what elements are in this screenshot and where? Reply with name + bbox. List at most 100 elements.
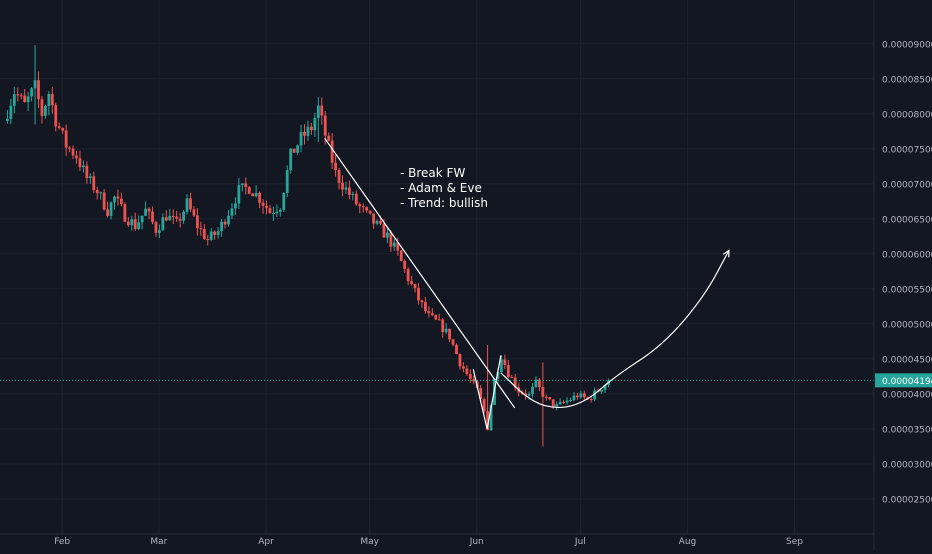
- candle-body: [341, 182, 344, 190]
- candle-body: [406, 268, 410, 282]
- candle-body: [192, 209, 196, 216]
- candle-body: [303, 131, 306, 136]
- candle-body: [258, 192, 261, 203]
- y-tick-label: 0.00006000: [882, 250, 932, 260]
- candle-body: [496, 371, 500, 379]
- candle-body: [99, 192, 103, 194]
- candle-body: [130, 219, 134, 226]
- x-tick-label: Jul: [574, 537, 586, 547]
- candle-body: [234, 203, 237, 209]
- candle-body: [555, 404, 559, 407]
- candle-body: [510, 377, 514, 379]
- candle-body: [296, 145, 299, 153]
- y-tick-label: 0.00004500: [882, 355, 932, 365]
- candle-body: [441, 319, 445, 333]
- candle-body: [285, 170, 289, 193]
- y-tick-label: 0.00008500: [882, 75, 932, 85]
- candle-body: [140, 215, 144, 223]
- candle-body: [382, 223, 386, 238]
- candle-body: [220, 221, 223, 232]
- y-tick-label: 0.00003000: [882, 460, 932, 470]
- candle-body: [348, 187, 351, 195]
- candle-body: [178, 218, 182, 221]
- candle-body: [265, 205, 268, 209]
- candle-body: [330, 140, 334, 163]
- x-tick-label: Aug: [679, 537, 697, 547]
- candle-body: [531, 386, 534, 394]
- y-tick-label: 0.00005500: [882, 285, 932, 295]
- candle-body: [251, 193, 255, 197]
- trendline: [324, 137, 516, 409]
- y-tick-label: 0.00007000: [882, 180, 932, 190]
- candle-body: [506, 365, 510, 378]
- current-price-label: 0.00004194: [882, 377, 932, 387]
- candle-body: [379, 220, 382, 224]
- candle-body: [282, 192, 286, 210]
- candle-body: [123, 204, 127, 222]
- candle-body: [548, 397, 552, 400]
- candle-body: [278, 209, 282, 212]
- candle-body: [468, 374, 472, 379]
- candle-body: [133, 219, 137, 230]
- candle-body: [9, 105, 13, 119]
- annotation: - Break FW- Adam & Eve- Trend: bullish: [400, 166, 488, 210]
- candle-body: [37, 80, 40, 100]
- y-tick-label: 0.00002500: [882, 495, 932, 505]
- candle-body: [562, 401, 565, 403]
- candle-body: [230, 208, 234, 216]
- candle-body: [351, 193, 355, 195]
- candle-body: [479, 388, 483, 400]
- x-tick-label: Feb: [54, 537, 70, 547]
- candle-body: [458, 353, 462, 367]
- eve-curve-arrow: [500, 250, 730, 409]
- candle-body: [275, 211, 279, 214]
- candle-body: [44, 105, 47, 116]
- candle-body: [365, 207, 369, 211]
- candle-body: [47, 93, 51, 106]
- candle-body: [472, 378, 476, 382]
- candle-body: [444, 328, 448, 333]
- x-tick-label: May: [360, 537, 379, 547]
- candle-body: [299, 131, 303, 146]
- candle-body: [144, 208, 147, 216]
- y-tick-label: 0.00003500: [882, 425, 932, 435]
- candle-body: [75, 155, 78, 159]
- candle-body: [448, 328, 451, 340]
- drawings: [324, 137, 730, 430]
- candle-body: [579, 393, 583, 398]
- y-axis[interactable]: 0.00002500 0.00003000 0.00003500 0.00004000…: [873, 0, 932, 550]
- x-tick-label: Apr: [258, 537, 274, 547]
- candle-body: [213, 231, 217, 235]
- candle-body: [310, 126, 313, 131]
- candle-body: [589, 398, 593, 400]
- candle-body: [244, 183, 248, 188]
- candle-body: [26, 96, 30, 103]
- candle-body: [361, 206, 365, 208]
- candle-body: [396, 242, 400, 251]
- x-tick-label: Mar: [150, 537, 167, 547]
- candle-body: [68, 147, 71, 149]
- candle-body: [344, 187, 348, 190]
- candle-body: [106, 209, 109, 216]
- candle-body: [503, 359, 507, 366]
- candle-body: [189, 198, 192, 210]
- candle-body: [206, 238, 210, 240]
- candle-body: [64, 130, 68, 148]
- y-tick-label: 0.00005000: [882, 320, 932, 330]
- x-axis[interactable]: Feb Mar Apr May Jun Jul Aug Sep: [0, 533, 874, 547]
- candle-body: [427, 311, 431, 314]
- candle-body: [196, 215, 199, 229]
- candle-body: [430, 313, 434, 316]
- candle-body: [482, 399, 486, 412]
- candle-body: [465, 368, 469, 375]
- candle-body: [389, 232, 393, 247]
- candle-body: [137, 222, 141, 230]
- candle-body: [541, 387, 545, 397]
- annotation-line: - Adam & Eve: [400, 181, 482, 195]
- candle-body: [354, 193, 358, 205]
- candle-body: [71, 148, 75, 156]
- candle-body: [54, 105, 58, 127]
